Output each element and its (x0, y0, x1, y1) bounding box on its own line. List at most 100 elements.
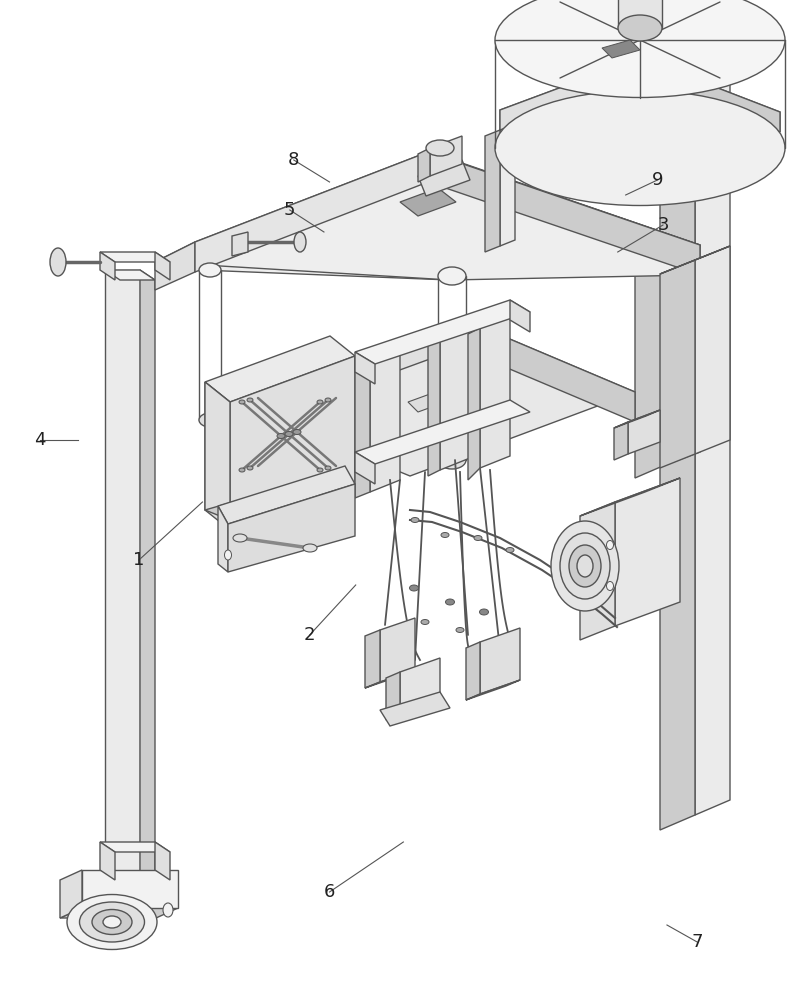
Polygon shape (155, 152, 700, 280)
Polygon shape (695, 25, 730, 815)
Ellipse shape (317, 468, 323, 472)
Polygon shape (218, 466, 355, 524)
Ellipse shape (421, 619, 429, 624)
Polygon shape (230, 356, 355, 530)
Polygon shape (418, 160, 470, 196)
Ellipse shape (438, 451, 466, 469)
Ellipse shape (50, 248, 66, 276)
Polygon shape (100, 842, 115, 880)
Ellipse shape (495, 91, 785, 206)
Ellipse shape (79, 902, 145, 942)
Polygon shape (400, 188, 456, 216)
Polygon shape (205, 382, 230, 530)
Ellipse shape (618, 0, 662, 4)
Ellipse shape (569, 545, 601, 587)
Polygon shape (355, 400, 530, 464)
Polygon shape (155, 842, 170, 880)
Ellipse shape (317, 400, 323, 404)
Text: 8: 8 (288, 151, 299, 169)
Polygon shape (155, 252, 170, 280)
Ellipse shape (277, 434, 285, 438)
Polygon shape (480, 628, 520, 694)
Polygon shape (640, 58, 780, 132)
Polygon shape (660, 40, 695, 830)
Polygon shape (468, 328, 480, 480)
Ellipse shape (239, 468, 245, 472)
Ellipse shape (607, 540, 614, 550)
Polygon shape (380, 692, 450, 726)
Ellipse shape (411, 518, 419, 522)
Polygon shape (510, 300, 530, 332)
Ellipse shape (67, 894, 157, 950)
Polygon shape (500, 124, 515, 246)
Polygon shape (430, 136, 462, 176)
Polygon shape (205, 382, 230, 520)
Polygon shape (695, 246, 730, 454)
Ellipse shape (474, 536, 482, 540)
Ellipse shape (247, 466, 253, 470)
Polygon shape (355, 352, 370, 498)
Polygon shape (500, 58, 640, 130)
Polygon shape (386, 672, 400, 720)
Polygon shape (140, 270, 155, 890)
Ellipse shape (225, 550, 232, 560)
Ellipse shape (285, 432, 293, 436)
Ellipse shape (92, 910, 132, 934)
Polygon shape (60, 870, 82, 918)
Ellipse shape (441, 532, 449, 538)
Text: 3: 3 (657, 216, 669, 234)
Polygon shape (500, 58, 780, 132)
Polygon shape (100, 252, 115, 280)
Polygon shape (195, 152, 428, 272)
Polygon shape (205, 474, 355, 520)
Ellipse shape (163, 903, 173, 917)
Polygon shape (230, 318, 460, 432)
Polygon shape (155, 152, 700, 280)
Text: 1: 1 (133, 551, 145, 569)
Text: 4: 4 (34, 431, 45, 449)
Polygon shape (460, 318, 635, 422)
Ellipse shape (103, 916, 121, 928)
Polygon shape (380, 618, 415, 682)
Ellipse shape (495, 0, 785, 98)
Ellipse shape (551, 521, 619, 611)
Polygon shape (618, 0, 662, 28)
Ellipse shape (456, 628, 464, 633)
Ellipse shape (445, 599, 454, 605)
Ellipse shape (438, 267, 466, 285)
Ellipse shape (560, 533, 610, 599)
Polygon shape (602, 40, 640, 58)
Ellipse shape (247, 398, 253, 402)
Polygon shape (105, 270, 140, 880)
Polygon shape (355, 352, 375, 384)
Ellipse shape (577, 555, 593, 577)
Text: 9: 9 (652, 171, 663, 189)
Ellipse shape (293, 430, 301, 434)
Polygon shape (230, 318, 635, 476)
Polygon shape (370, 340, 400, 492)
Polygon shape (485, 130, 500, 252)
Ellipse shape (199, 263, 221, 277)
Text: 2: 2 (304, 626, 315, 644)
Polygon shape (408, 386, 462, 412)
Polygon shape (400, 658, 440, 714)
Ellipse shape (607, 582, 614, 590)
Polygon shape (466, 680, 520, 700)
Ellipse shape (239, 400, 245, 404)
Polygon shape (355, 452, 375, 484)
Polygon shape (466, 642, 480, 700)
Text: 6: 6 (324, 883, 335, 901)
Polygon shape (660, 25, 730, 55)
Polygon shape (82, 870, 178, 908)
Polygon shape (665, 245, 700, 465)
Polygon shape (355, 300, 530, 364)
Polygon shape (580, 478, 680, 516)
Polygon shape (365, 670, 415, 688)
Polygon shape (635, 260, 665, 478)
Polygon shape (155, 242, 195, 290)
Ellipse shape (294, 232, 306, 252)
Polygon shape (614, 410, 660, 428)
Text: 7: 7 (692, 933, 703, 951)
Polygon shape (218, 506, 228, 572)
Ellipse shape (325, 398, 331, 402)
